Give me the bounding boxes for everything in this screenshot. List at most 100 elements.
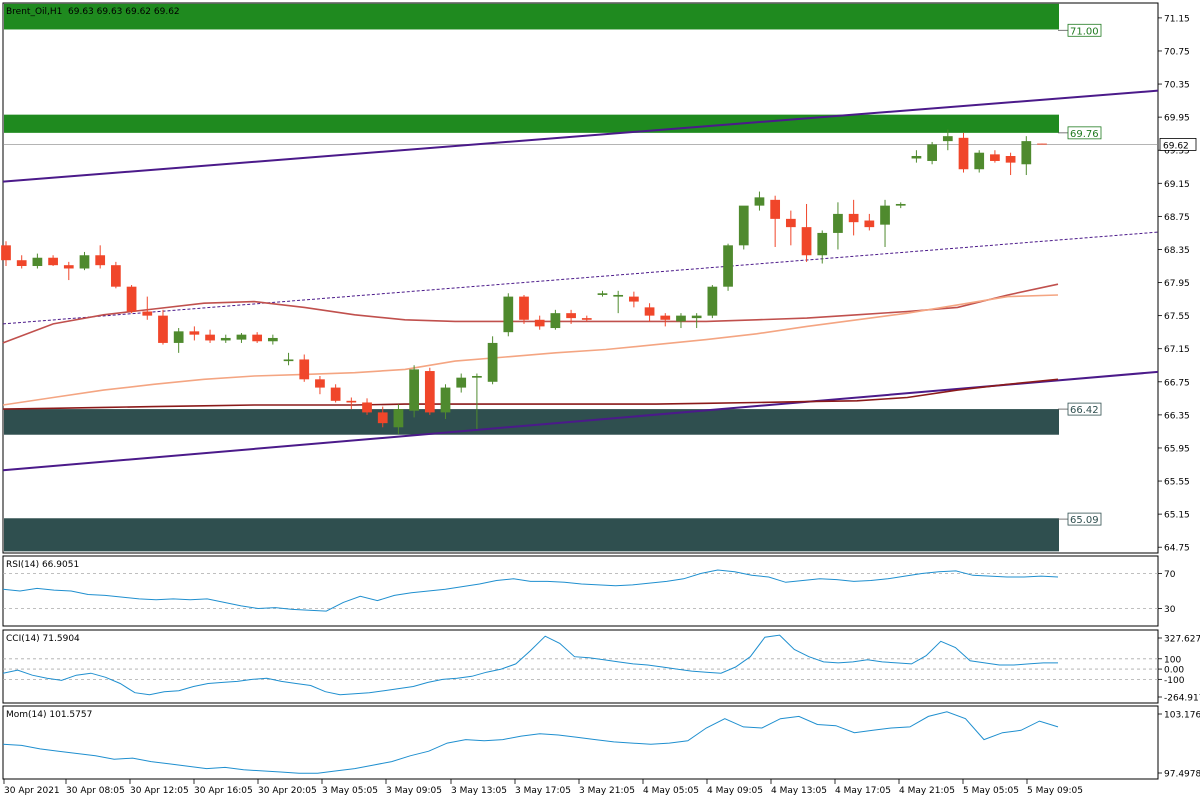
candle bbox=[990, 150, 1000, 163]
price-tick-label: 65.15 bbox=[1164, 511, 1190, 521]
time-tick-label: 4 May 05:05 bbox=[643, 786, 699, 796]
candle bbox=[911, 150, 922, 163]
candle-body bbox=[723, 245, 733, 287]
candle bbox=[534, 315, 545, 330]
candle bbox=[1021, 136, 1032, 176]
indicator-pane-frame-2 bbox=[2, 705, 1159, 780]
candle-body bbox=[519, 296, 529, 320]
candle-body bbox=[817, 232, 828, 256]
indicator-tick-label: 97.4978 bbox=[1164, 770, 1200, 780]
time-axis: 30 Apr 2021 30 Apr 08:05 30 Apr 12:05 30 Ap… bbox=[3, 779, 1083, 796]
candle bbox=[456, 373, 467, 393]
candle-body bbox=[660, 315, 671, 320]
level-label-box-2 bbox=[1067, 402, 1102, 416]
candle-body bbox=[283, 359, 294, 362]
candle bbox=[424, 367, 435, 415]
candle bbox=[48, 255, 58, 267]
candle bbox=[597, 290, 608, 297]
level-label-1: 69.76 bbox=[1070, 129, 1099, 140]
dotted-trendline bbox=[2, 231, 1159, 325]
indicator-tick-label: -264.917 bbox=[1164, 694, 1200, 704]
candle bbox=[1, 241, 11, 267]
indicator-tick-label: 70 bbox=[1164, 570, 1176, 580]
candle bbox=[754, 191, 765, 211]
candle-body bbox=[597, 293, 608, 295]
candle bbox=[487, 336, 498, 385]
candle-body bbox=[173, 331, 184, 343]
time-tick-label: 30 Apr 16:05 bbox=[194, 786, 253, 796]
candle bbox=[393, 404, 404, 434]
time-tick-label: 5 May 05:05 bbox=[963, 786, 1019, 796]
candle-body bbox=[974, 152, 985, 170]
time-tick-label: 4 May 17:05 bbox=[835, 786, 891, 796]
price-tick-label: 66.35 bbox=[1164, 411, 1190, 421]
candle-body bbox=[456, 377, 467, 388]
candle bbox=[660, 313, 671, 327]
candle-body bbox=[534, 319, 545, 327]
candle bbox=[409, 365, 419, 418]
price-tick-label: 67.55 bbox=[1164, 312, 1190, 322]
last-price-tag-label: 69.62 bbox=[1163, 141, 1189, 151]
time-tick-label: 4 May 13:05 bbox=[771, 786, 827, 796]
time-tick-label: 4 May 21:05 bbox=[899, 786, 955, 796]
indicator-tick-label: -100 bbox=[1164, 676, 1185, 686]
candle-body bbox=[880, 205, 890, 225]
price-tick-label: 67.15 bbox=[1164, 345, 1190, 355]
candle bbox=[566, 309, 576, 324]
price-tick-label: 68.35 bbox=[1164, 246, 1190, 256]
candle-body bbox=[676, 315, 686, 322]
candle bbox=[927, 141, 937, 165]
candle bbox=[63, 261, 74, 281]
level-zone-3 bbox=[4, 518, 1059, 552]
candle-body bbox=[644, 307, 655, 316]
time-tick-label: 3 May 17:05 bbox=[515, 786, 571, 796]
candle-body bbox=[267, 337, 278, 342]
candle bbox=[79, 251, 90, 271]
candle-body bbox=[16, 260, 27, 267]
candle-body bbox=[472, 376, 482, 378]
candle-body bbox=[126, 286, 137, 312]
price-tick-label: 68.75 bbox=[1164, 213, 1190, 223]
level-label-box-1 bbox=[1067, 126, 1102, 140]
candle bbox=[158, 309, 168, 345]
candle-body bbox=[1021, 141, 1032, 165]
candle-body bbox=[801, 227, 812, 256]
price-axis: 71.15 70.75 70.35 69.95 69.55 69.15 68.75 68.35… bbox=[1158, 14, 1197, 554]
indicator-pane-frame-1 bbox=[2, 629, 1159, 704]
candle bbox=[1037, 143, 1047, 145]
candle-body bbox=[754, 197, 765, 206]
candle bbox=[942, 129, 953, 151]
candle bbox=[550, 309, 561, 330]
candle bbox=[785, 210, 796, 246]
indicator-line-2 bbox=[2, 711, 1059, 774]
indicator-tick-label: 103.1762 bbox=[1164, 711, 1200, 721]
candle-body bbox=[330, 387, 341, 401]
level-zone-0 bbox=[4, 3, 1059, 30]
candle-body bbox=[911, 156, 922, 159]
candle-body bbox=[315, 379, 325, 388]
candle bbox=[111, 261, 121, 289]
candle-body bbox=[346, 400, 357, 403]
channel-line-1 bbox=[2, 370, 1159, 472]
level-zone-1 bbox=[4, 114, 1059, 133]
candle-body bbox=[393, 409, 404, 428]
candle-body bbox=[738, 205, 749, 246]
ohlc-header: 69.63 69.63 69.62 69.62 bbox=[68, 7, 180, 17]
channel-line-0 bbox=[2, 89, 1159, 183]
candle-body bbox=[362, 402, 372, 413]
candle-body bbox=[581, 318, 592, 320]
candle-body bbox=[785, 218, 796, 228]
candle-body bbox=[236, 334, 247, 340]
time-tick-label: 3 May 13:05 bbox=[451, 786, 507, 796]
time-tick-label: 30 Apr 2021 bbox=[4, 786, 60, 796]
candle bbox=[817, 230, 828, 264]
price-tick-label: 69.15 bbox=[1164, 180, 1190, 190]
candle-body bbox=[503, 296, 514, 333]
candle-body bbox=[1, 245, 11, 261]
candle bbox=[629, 291, 639, 308]
time-tick-label: 3 May 09:05 bbox=[386, 786, 442, 796]
candle-body bbox=[1037, 143, 1047, 145]
candle bbox=[330, 384, 341, 403]
time-tick-label: 30 Apr 20:05 bbox=[258, 786, 317, 796]
price-pane-frame bbox=[2, 2, 1159, 554]
